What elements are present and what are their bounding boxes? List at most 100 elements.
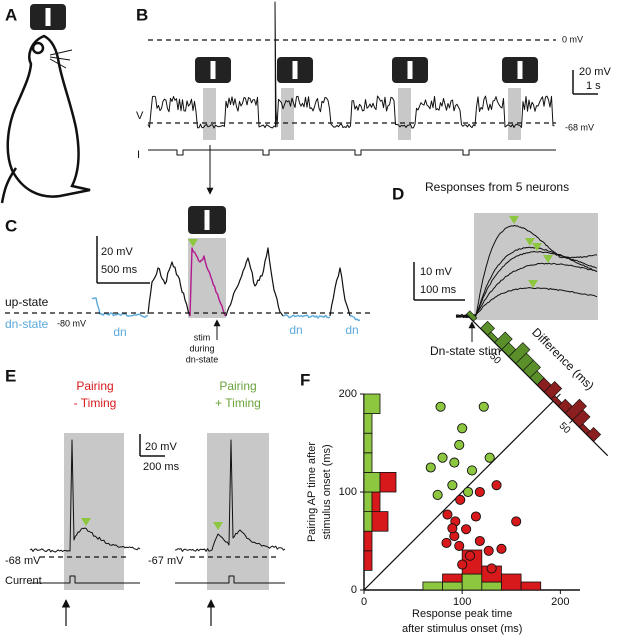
y-histogram-bar [363,432,373,454]
level-label: -67 mV [148,555,184,567]
trace [282,314,331,319]
point [432,489,443,500]
x-tick-label: 100 [453,596,471,608]
trace [147,1,555,129]
stimulus-bar [407,61,413,79]
point [478,401,489,412]
x-tick-label: 0 [361,596,367,608]
point [483,545,494,556]
scale-label: 500 ms [101,264,138,276]
point [463,486,474,498]
y-tick-label: 0 [351,584,357,596]
peak-marker [81,518,91,526]
point [461,524,472,535]
stimulus-bar [292,61,298,79]
stim-window [281,88,294,140]
stim-window [188,238,226,318]
panel-label: A [5,5,17,24]
panel-label: F [300,370,310,389]
x-axis-title: Response peak time [412,608,512,620]
x-histogram-bar [501,573,522,591]
stimulus-bar [517,61,523,79]
trace [189,247,227,317]
peak-marker [188,239,198,247]
stim-window [64,433,124,590]
point [484,452,495,463]
stimulus-bar [45,8,51,26]
trace-label: I [137,149,140,161]
panel-label: E [5,366,16,385]
point [437,452,448,463]
panel-label: D [392,184,404,203]
x-histogram-bar [461,573,483,591]
point [457,423,468,434]
y-histogram-bar [363,393,381,415]
trace [91,297,149,318]
state-label: dn-state [5,317,49,331]
point [455,494,466,505]
x-histogram-bar [442,573,463,583]
scale-label: 20 mV [579,66,611,78]
panel-label: B [136,5,148,24]
scale-label: 100 ms [420,284,457,296]
current-trace [30,575,140,584]
difference-tick [569,420,573,424]
current-trace [175,575,285,584]
point [449,457,460,468]
scale-label: 1 s [586,80,601,92]
panel-label: C [5,216,17,235]
point [470,511,481,522]
x-tick-label: 200 [551,596,569,608]
peak-marker [532,243,542,251]
point [496,543,507,554]
trace [148,149,556,156]
identity-line [363,393,561,591]
point [491,480,502,491]
peak-marker [528,280,538,288]
trace [225,247,284,317]
y-histogram-bar [379,471,397,493]
y-histogram-bar [363,511,373,532]
stim-note: during [189,343,214,353]
dn-label: dn [113,325,126,339]
point [486,563,497,574]
stim-window [508,88,521,140]
y-histogram-bar [363,471,381,493]
y-histogram-bar [363,550,373,571]
stim-label: Dn-state stim [430,344,501,358]
difference-axis [465,313,609,457]
trace [455,225,598,319]
stim-note: dn-state [186,354,219,364]
dn-label: dn [289,323,302,337]
difference-tick [498,349,502,353]
state-label: up-state [5,295,49,309]
point [464,550,476,561]
point [457,559,468,570]
scale-label: 20 mV [145,441,177,453]
peak-marker [525,238,535,246]
condition-title: - Timing [74,396,117,410]
level-label: 0 mV [562,34,583,44]
peak-marker [213,522,223,530]
trace-label: V [136,110,144,122]
stimulus-bar [210,61,216,79]
panel-title: Responses from 5 neurons [425,180,569,194]
trace [455,287,598,316]
trace [455,251,598,318]
x-histogram-bar [442,581,463,591]
level-label: -68 mV [5,555,41,567]
point [441,537,452,549]
scale-label: 200 ms [143,461,180,473]
point [454,439,465,451]
rat [0,34,91,204]
y-histogram-bar [371,491,381,513]
stim-window [207,433,269,590]
y-tick-label: 100 [339,486,357,498]
trace [349,315,361,322]
stim-window [398,88,411,140]
trace [329,267,351,317]
point [474,535,485,547]
dn-label: dn [345,323,358,337]
